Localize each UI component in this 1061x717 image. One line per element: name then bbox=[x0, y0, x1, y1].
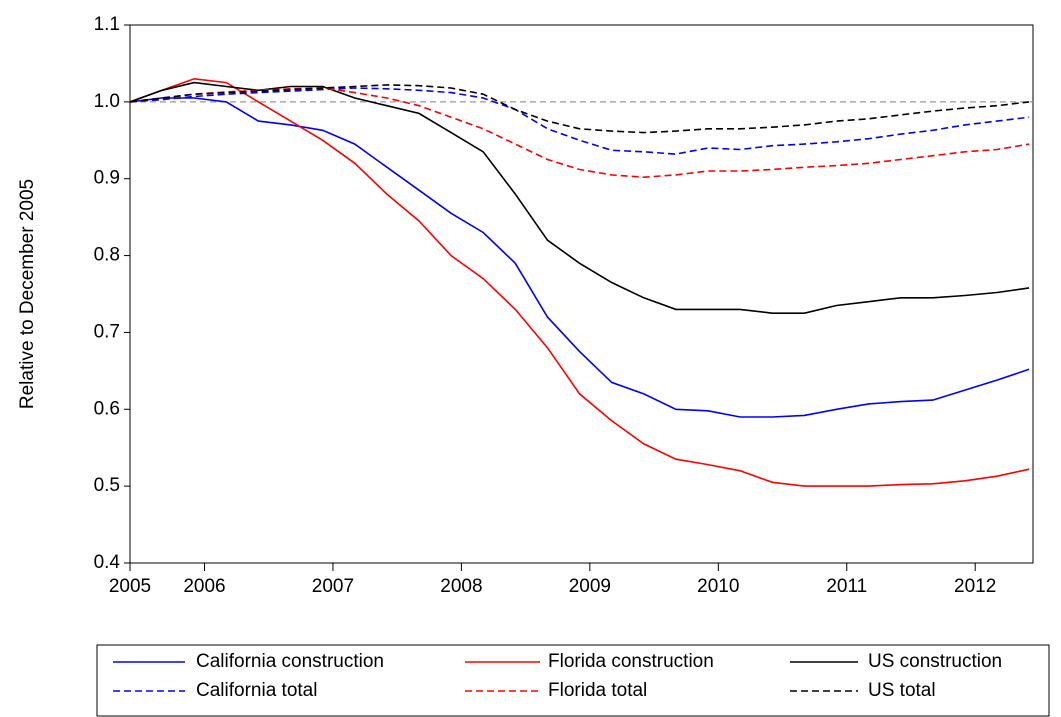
x-tick-label: 2008 bbox=[440, 576, 482, 597]
x-tick-label: 2007 bbox=[312, 576, 354, 597]
legend-label: Florida total bbox=[548, 680, 647, 701]
x-tick-label: 2005 bbox=[109, 576, 151, 597]
plot-frame bbox=[129, 24, 1034, 564]
series-line bbox=[129, 87, 1030, 179]
series-line bbox=[129, 84, 1030, 134]
y-tick-label: 0.7 bbox=[94, 321, 120, 342]
y-axis-label: Relative to December 2005 bbox=[17, 179, 38, 409]
y-tick-label: 0.4 bbox=[94, 552, 121, 573]
x-tick-label: 2010 bbox=[697, 576, 739, 597]
x-tick-label: 2011 bbox=[826, 576, 867, 597]
legend-label: California construction bbox=[196, 651, 384, 672]
y-tick-label: 1.1 bbox=[94, 14, 120, 35]
legend-box bbox=[96, 644, 1050, 717]
y-tick-label: 1.0 bbox=[94, 91, 120, 112]
series-line bbox=[129, 97, 1030, 418]
y-tick-label: 0.9 bbox=[94, 168, 120, 189]
legend-label: US total bbox=[868, 680, 936, 701]
x-tick-label: 2009 bbox=[569, 576, 611, 597]
y-tick-label: 0.8 bbox=[94, 245, 120, 266]
series-line bbox=[129, 77, 1030, 487]
legend-label: US construction bbox=[868, 651, 1002, 672]
x-tick-label: 2006 bbox=[183, 576, 225, 597]
x-tick-label: 2012 bbox=[954, 576, 996, 597]
legend-label: California total bbox=[196, 680, 317, 701]
series-line bbox=[129, 81, 1030, 314]
y-tick-label: 0.6 bbox=[94, 398, 120, 419]
series-line bbox=[129, 87, 1030, 155]
legend-label: Florida construction bbox=[548, 651, 714, 672]
y-tick-label: 0.5 bbox=[94, 475, 120, 496]
